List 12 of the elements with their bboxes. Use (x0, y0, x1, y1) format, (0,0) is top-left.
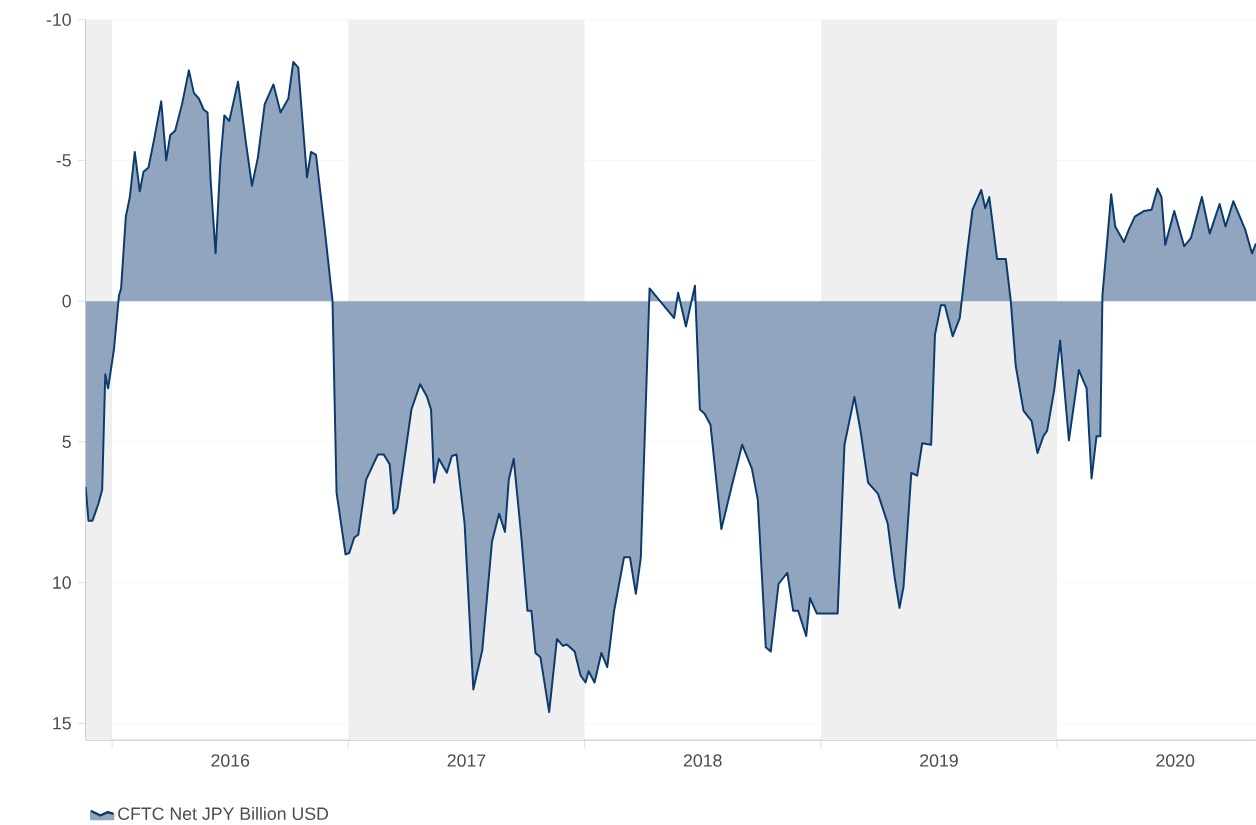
x-tick-label: 2017 (447, 754, 486, 767)
x-tick-label: 2019 (920, 754, 958, 767)
y-tick-label: 15 (53, 717, 71, 730)
y-tick-label: 10 (53, 576, 71, 589)
x-tick-label: 2016 (211, 754, 250, 767)
y-tick-label: 0 (62, 294, 71, 308)
legend-label: CFTC Net JPY Billion USD (118, 807, 329, 821)
y-tick-label: 5 (62, 435, 71, 449)
x-tick-label: 2018 (683, 754, 722, 767)
y-tick-label: -10 (46, 13, 71, 27)
y-tick-label: -5 (56, 154, 71, 167)
x-tick-label: 2020 (1156, 754, 1195, 767)
